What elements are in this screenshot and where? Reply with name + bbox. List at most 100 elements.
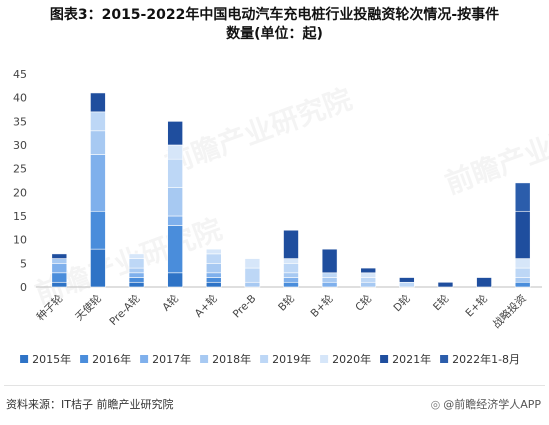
bar-segment: [90, 130, 106, 155]
bar-segment: [244, 258, 261, 269]
bar-segment: [205, 281, 222, 288]
bar-segment: [51, 263, 68, 274]
bar-segment: [51, 281, 68, 288]
bar-segment: [128, 281, 145, 288]
bar-segment: [321, 272, 338, 278]
x-tick-label: D轮: [391, 292, 414, 315]
legend-label: 2021年: [392, 352, 431, 366]
bar-segment: [128, 258, 145, 269]
bar-segment: [360, 267, 377, 274]
bar-segment: [167, 158, 183, 188]
legend-label: 2018年: [212, 352, 251, 366]
x-tick-label: E+轮: [463, 292, 491, 320]
legend-swatch: [380, 355, 389, 363]
x-tick-label: Pre-A轮: [107, 292, 143, 328]
bar-segment: [205, 277, 222, 283]
bar-segment: [283, 229, 299, 259]
bar-segment: [399, 277, 415, 283]
bar-segment: [244, 267, 261, 283]
bar-segment: [90, 154, 106, 212]
footer-divider: [4, 385, 545, 386]
x-tick-label: Pre-B: [231, 293, 259, 321]
y-tick-label: 0: [20, 281, 27, 294]
bar-segment: [360, 281, 377, 288]
bar-segment: [128, 272, 145, 278]
x-tick-label: 天使轮: [73, 292, 105, 324]
bar-segment: [514, 182, 531, 212]
bar-segment: [51, 258, 68, 264]
bar-segment: [51, 272, 68, 283]
footer-brand: ◎ @前瞻经济学人APP: [431, 396, 541, 412]
source-label: 资料来源：IT桔子 前瞻产业研究院: [6, 398, 174, 411]
legend-swatch: [260, 355, 269, 363]
bar-segment: [205, 272, 222, 278]
bar-segment: [167, 272, 183, 288]
bar-segment: [205, 263, 222, 274]
legend-swatch: [20, 355, 29, 363]
bar-segment: [90, 210, 106, 250]
legend-swatch: [80, 355, 89, 363]
y-tick-label: 20: [13, 186, 27, 199]
bar-segment: [321, 248, 338, 274]
bar-segment: [321, 281, 338, 288]
bar-segment: [283, 258, 299, 264]
bar-segment: [90, 111, 106, 132]
bar-segment: [283, 263, 299, 274]
footer-brand-text: @前瞻经济学人APP: [443, 398, 541, 411]
x-tick-label: A轮: [160, 292, 182, 314]
y-tick-label: 10: [13, 234, 27, 247]
legend-swatch: [320, 355, 329, 363]
bar-segment: [128, 267, 145, 274]
legend-swatch: [200, 355, 209, 363]
x-tick-label: C轮: [353, 292, 375, 314]
bar-segment: [128, 277, 145, 283]
x-tick-label: 种子轮: [34, 292, 66, 324]
x-tick-label: A+轮: [192, 292, 220, 320]
bar-segment: [283, 277, 299, 283]
bar-segment: [244, 281, 261, 288]
bar-segment: [283, 272, 299, 278]
bar-segment: [167, 187, 183, 217]
y-tick-label: 45: [13, 68, 27, 81]
legend-label: 2022年1-8月: [452, 352, 520, 366]
stacked-bar-chart: 0 5 10 15 20 25 30 35 40 45 种子轮 天使轮 Pre-A轮 A轮 A+轮 Pre-B…: [13, 68, 542, 366]
legend-label: 2015年: [32, 352, 71, 366]
y-tick-label: 35: [13, 115, 27, 128]
y-tick-label: 5: [20, 257, 27, 270]
y-tick-label: 40: [13, 92, 27, 105]
bar-segment: [167, 144, 183, 160]
bar-segment: [90, 92, 106, 113]
bar-segment: [437, 281, 454, 288]
legend-label: 2020年: [332, 352, 371, 366]
bar-segment: [128, 253, 145, 259]
bar-segment: [514, 267, 531, 278]
bar-segment: [360, 272, 377, 278]
y-tick-label: 15: [13, 210, 27, 223]
chart-title-line-2: 数量(单位：起): [226, 26, 323, 42]
legend-label: 2017年: [152, 352, 191, 366]
bar-segment: [167, 225, 183, 274]
bar-segment: [205, 253, 222, 264]
x-tick-label: B轮: [275, 292, 297, 314]
bar-segment: [90, 248, 106, 288]
bar-segment: [514, 258, 531, 269]
bar-segment: [51, 253, 68, 259]
y-tick-label: 30: [13, 139, 27, 152]
bar-segment: [514, 281, 531, 288]
bar-segment: [514, 277, 531, 283]
legend-swatch: [140, 355, 149, 363]
bar-segment: [399, 281, 415, 288]
chart-title-line-1: 图表3：2015-2022年中国电动汽车充电桩行业投融资轮次情况-按事件: [49, 7, 500, 23]
x-tick-label: B+轮: [308, 292, 336, 320]
legend-swatch: [440, 355, 449, 363]
bar-segment: [514, 210, 531, 259]
chart-title: 图表3：2015-2022年中国电动汽车充电桩行业投融资轮次情况-按事件 数量(…: [0, 6, 549, 44]
x-tick-label: 战略投资: [490, 292, 529, 331]
bar-segment: [360, 277, 377, 283]
bar-segment: [321, 277, 338, 283]
bar-segment: [476, 277, 492, 288]
legend-label: 2019年: [272, 352, 311, 366]
wechat-icon: ◎: [430, 398, 441, 411]
bar-segment: [205, 248, 222, 255]
y-tick-label: 25: [13, 163, 27, 176]
